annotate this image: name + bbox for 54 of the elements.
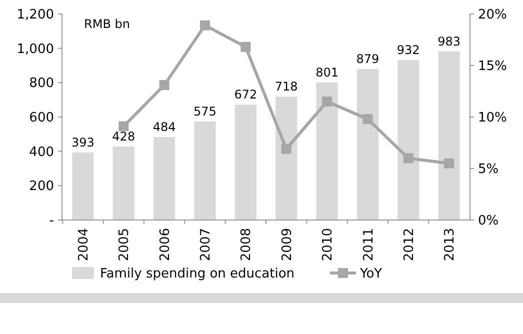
data-label: 428 (112, 130, 136, 144)
point (403, 153, 414, 164)
point (118, 121, 129, 132)
bar (398, 60, 420, 220)
bar (316, 82, 338, 220)
data-label: 575 (194, 104, 216, 118)
y-tick-label: 1,200 (16, 8, 54, 23)
legend-label: YoY (359, 266, 382, 282)
bar (276, 96, 298, 220)
data-label: 801 (316, 65, 338, 80)
data-label: 718 (274, 80, 298, 94)
point (200, 20, 210, 30)
x-tick-label: 2007 (198, 228, 214, 262)
y-tick-label: 400 (29, 144, 54, 160)
data-label: 983 (438, 34, 461, 48)
x-tick-label: 2004 (76, 228, 92, 262)
bar (356, 69, 378, 220)
y2-tick-label: 20% (478, 8, 507, 23)
y2-tick-label: 10% (478, 110, 507, 126)
bar (72, 152, 94, 220)
bar (234, 104, 256, 220)
x-tick-label: 2009 (280, 228, 295, 262)
y2-tick-label: 5% (478, 162, 499, 178)
x-tick-label: 2006 (158, 228, 173, 262)
legend-label: Family spending on education (100, 266, 295, 282)
point (159, 80, 170, 90)
data-label: 879 (356, 52, 380, 66)
y-axis-title: RMB bn (84, 17, 130, 31)
x-tick-label: 2008 (239, 228, 254, 262)
y2-tick-label: 0% (478, 214, 499, 229)
y-tick-label: - (49, 214, 54, 229)
y2-tick-label: 15% (478, 59, 507, 74)
data-label: 932 (396, 43, 420, 58)
y-tick-label: 600 (29, 110, 54, 126)
x-tick-label: 2010 (320, 228, 336, 262)
data-label: 484 (152, 120, 176, 134)
y-tick-label: 200 (29, 179, 54, 194)
bar (438, 51, 460, 220)
x-tick-label: 2013 (442, 228, 458, 262)
data-label: 393 (71, 136, 94, 150)
point (362, 114, 373, 124)
y-tick-label: 1,000 (16, 42, 54, 57)
bar (112, 146, 134, 220)
x-tick-label: 2012 (402, 228, 417, 262)
bar (154, 136, 176, 220)
x-tick-label: 2005 (117, 228, 132, 262)
y-tick-label: 800 (29, 76, 54, 92)
point (240, 42, 251, 52)
bar (194, 121, 216, 220)
point (444, 158, 454, 168)
x-tick-label: 2011 (361, 228, 376, 262)
data-label: 672 (234, 88, 258, 102)
point (281, 144, 292, 154)
point (322, 96, 332, 107)
